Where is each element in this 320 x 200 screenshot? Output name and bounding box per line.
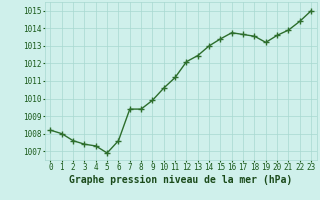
- X-axis label: Graphe pression niveau de la mer (hPa): Graphe pression niveau de la mer (hPa): [69, 175, 292, 185]
